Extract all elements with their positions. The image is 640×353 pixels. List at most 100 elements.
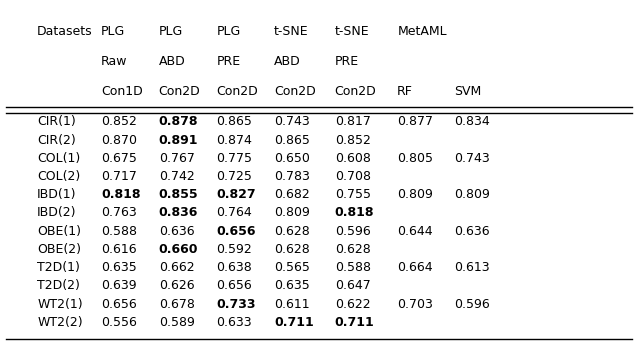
Text: OBE(2): OBE(2) xyxy=(37,243,81,256)
Text: 0.635: 0.635 xyxy=(101,261,137,274)
Text: 0.767: 0.767 xyxy=(159,152,195,165)
Text: 0.891: 0.891 xyxy=(159,133,198,146)
Text: 0.878: 0.878 xyxy=(159,115,198,128)
Text: 0.636: 0.636 xyxy=(159,225,195,238)
Text: 0.588: 0.588 xyxy=(335,261,371,274)
Text: 0.633: 0.633 xyxy=(216,316,252,329)
Text: WT2(1): WT2(1) xyxy=(37,298,83,311)
Text: 0.855: 0.855 xyxy=(159,188,198,201)
Text: RF: RF xyxy=(397,85,413,98)
Text: 0.852: 0.852 xyxy=(335,133,371,146)
Text: 0.656: 0.656 xyxy=(101,298,137,311)
Text: 0.775: 0.775 xyxy=(216,152,252,165)
Text: 0.628: 0.628 xyxy=(274,225,310,238)
Text: 0.717: 0.717 xyxy=(101,170,137,183)
Text: 0.818: 0.818 xyxy=(335,207,374,220)
Text: 0.592: 0.592 xyxy=(216,243,252,256)
Text: 0.662: 0.662 xyxy=(159,261,195,274)
Text: 0.703: 0.703 xyxy=(397,298,433,311)
Text: 0.711: 0.711 xyxy=(274,316,314,329)
Text: 0.809: 0.809 xyxy=(274,207,310,220)
Text: 0.743: 0.743 xyxy=(274,115,310,128)
Text: 0.809: 0.809 xyxy=(454,188,490,201)
Text: 0.636: 0.636 xyxy=(454,225,490,238)
Text: 0.588: 0.588 xyxy=(101,225,137,238)
Text: 0.589: 0.589 xyxy=(159,316,195,329)
Text: 0.613: 0.613 xyxy=(454,261,490,274)
Text: 0.622: 0.622 xyxy=(335,298,371,311)
Text: Con2D: Con2D xyxy=(274,85,316,98)
Text: SVM: SVM xyxy=(454,85,482,98)
Text: 0.644: 0.644 xyxy=(397,225,433,238)
Text: 0.711: 0.711 xyxy=(335,316,374,329)
Text: 0.635: 0.635 xyxy=(274,280,310,292)
Text: MetAML: MetAML xyxy=(397,25,447,38)
Text: 0.755: 0.755 xyxy=(335,188,371,201)
Text: 0.647: 0.647 xyxy=(335,280,371,292)
Text: Con2D: Con2D xyxy=(216,85,258,98)
Text: 0.656: 0.656 xyxy=(216,280,252,292)
Text: IBD(1): IBD(1) xyxy=(37,188,77,201)
Text: PLG: PLG xyxy=(101,25,125,38)
Text: 0.682: 0.682 xyxy=(274,188,310,201)
Text: 0.809: 0.809 xyxy=(397,188,433,201)
Text: 0.725: 0.725 xyxy=(216,170,252,183)
Text: 0.626: 0.626 xyxy=(159,280,195,292)
Text: 0.852: 0.852 xyxy=(101,115,137,128)
Text: IBD(2): IBD(2) xyxy=(37,207,77,220)
Text: 0.639: 0.639 xyxy=(101,280,137,292)
Text: 0.818: 0.818 xyxy=(101,188,141,201)
Text: 0.805: 0.805 xyxy=(397,152,433,165)
Text: 0.616: 0.616 xyxy=(101,243,137,256)
Text: 0.611: 0.611 xyxy=(274,298,310,311)
Text: 0.827: 0.827 xyxy=(216,188,256,201)
Text: 0.733: 0.733 xyxy=(216,298,256,311)
Text: T2D(1): T2D(1) xyxy=(37,261,80,274)
Text: 0.877: 0.877 xyxy=(397,115,433,128)
Text: ABD: ABD xyxy=(159,55,186,68)
Text: 0.764: 0.764 xyxy=(216,207,252,220)
Text: 0.608: 0.608 xyxy=(335,152,371,165)
Text: 0.628: 0.628 xyxy=(274,243,310,256)
Text: 0.660: 0.660 xyxy=(159,243,198,256)
Text: 0.638: 0.638 xyxy=(216,261,252,274)
Text: 0.678: 0.678 xyxy=(159,298,195,311)
Text: 0.874: 0.874 xyxy=(216,133,252,146)
Text: T2D(2): T2D(2) xyxy=(37,280,80,292)
Text: WT2(2): WT2(2) xyxy=(37,316,83,329)
Text: CIR(1): CIR(1) xyxy=(37,115,76,128)
Text: t-SNE: t-SNE xyxy=(335,25,369,38)
Text: COL(1): COL(1) xyxy=(37,152,81,165)
Text: 0.596: 0.596 xyxy=(454,298,490,311)
Text: PLG: PLG xyxy=(216,25,241,38)
Text: 0.834: 0.834 xyxy=(454,115,490,128)
Text: 0.675: 0.675 xyxy=(101,152,137,165)
Text: 0.708: 0.708 xyxy=(335,170,371,183)
Text: 0.870: 0.870 xyxy=(101,133,137,146)
Text: PRE: PRE xyxy=(216,55,241,68)
Text: Con2D: Con2D xyxy=(335,85,376,98)
Text: 0.656: 0.656 xyxy=(216,225,256,238)
Text: 0.783: 0.783 xyxy=(274,170,310,183)
Text: 0.743: 0.743 xyxy=(454,152,490,165)
Text: 0.763: 0.763 xyxy=(101,207,137,220)
Text: PLG: PLG xyxy=(159,25,183,38)
Text: 0.836: 0.836 xyxy=(159,207,198,220)
Text: 0.664: 0.664 xyxy=(397,261,433,274)
Text: PRE: PRE xyxy=(335,55,359,68)
Text: Datasets: Datasets xyxy=(37,25,93,38)
Text: Con1D: Con1D xyxy=(101,85,143,98)
Text: 0.650: 0.650 xyxy=(274,152,310,165)
Text: 0.628: 0.628 xyxy=(335,243,371,256)
Text: 0.556: 0.556 xyxy=(101,316,137,329)
Text: Con2D: Con2D xyxy=(159,85,200,98)
Text: 0.865: 0.865 xyxy=(274,133,310,146)
Text: 0.817: 0.817 xyxy=(335,115,371,128)
Text: 0.565: 0.565 xyxy=(274,261,310,274)
Text: 0.742: 0.742 xyxy=(159,170,195,183)
Text: t-SNE: t-SNE xyxy=(274,25,308,38)
Text: ABD: ABD xyxy=(274,55,301,68)
Text: CIR(2): CIR(2) xyxy=(37,133,76,146)
Text: OBE(1): OBE(1) xyxy=(37,225,81,238)
Text: COL(2): COL(2) xyxy=(37,170,81,183)
